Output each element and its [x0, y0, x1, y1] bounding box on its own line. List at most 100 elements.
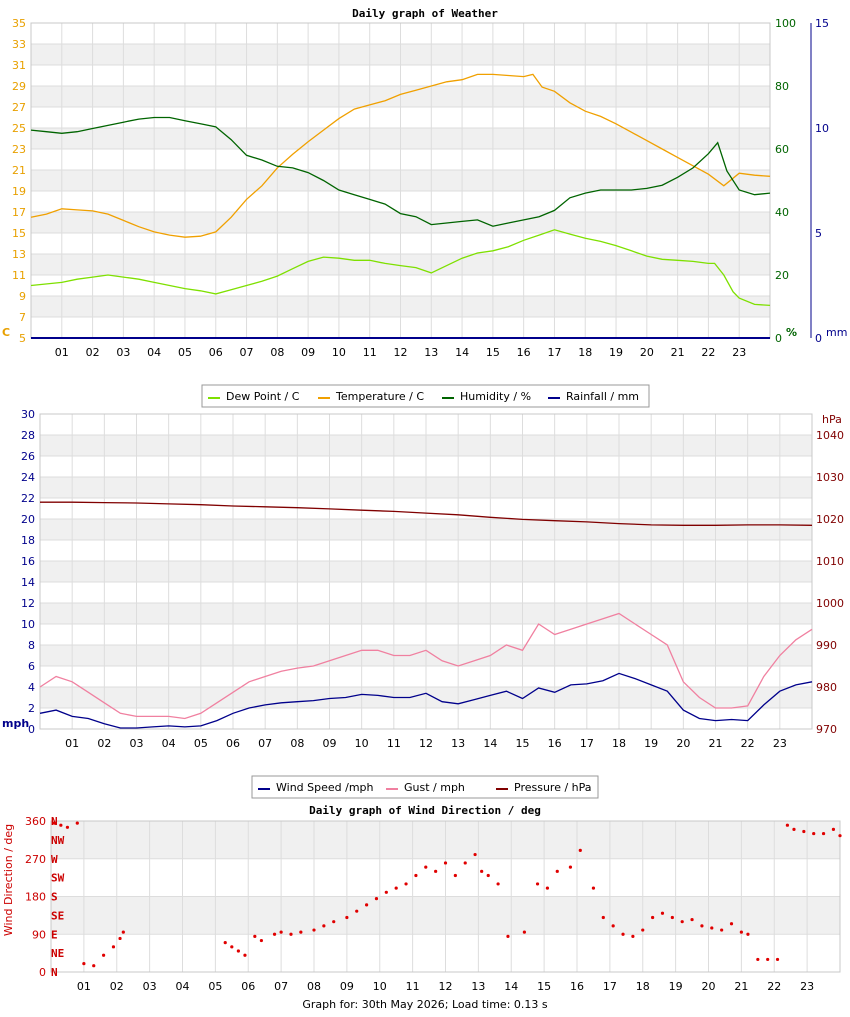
direction-point: [522, 930, 527, 934]
direction-point: [299, 930, 303, 934]
direction-point: [792, 827, 796, 831]
direction-point: [660, 911, 665, 915]
x-tick-label: 05: [178, 346, 192, 359]
direction-point: [424, 865, 428, 869]
x-tick-label: 06: [226, 737, 240, 750]
y-tick-label-left: 18: [21, 534, 35, 547]
direction-point: [121, 930, 125, 934]
direction-point: [82, 962, 86, 966]
legend-box: [201, 384, 650, 408]
legend-label: Gust / mph: [404, 781, 465, 794]
x-tick-label: 12: [439, 980, 453, 993]
weather-legend: Dew Point / C Temperature / C Humidity / %…: [201, 384, 650, 408]
direction-point: [279, 930, 283, 934]
x-tick-label: 10: [332, 346, 346, 359]
direction-point: [65, 825, 70, 829]
x-tick-label: 13: [451, 737, 465, 750]
y-axis-unit-humidity: %: [786, 326, 797, 339]
x-tick-label: 10: [355, 737, 369, 750]
y-axis-unit-left: C: [2, 326, 10, 339]
direction-point: [641, 928, 645, 932]
x-tick-label: 23: [800, 980, 814, 993]
y-tick-label-right-humidity: 80: [775, 80, 789, 93]
x-tick-label: 14: [483, 737, 497, 750]
direction-point: [651, 915, 655, 920]
footer-text: Graph for: 30th May 2026; Load time: 0.1…: [302, 998, 548, 1011]
x-tick-label: 19: [609, 346, 623, 359]
y-tick-label-left: 9: [19, 290, 26, 303]
x-tick-label: 03: [143, 980, 157, 993]
direction-point: [775, 957, 780, 962]
x-tick-label: 11: [363, 346, 377, 359]
direction-point: [821, 831, 826, 836]
y-tick-label-left: 30: [21, 408, 35, 421]
y-tick-label-left: 180: [25, 891, 46, 904]
legend-label: Temperature / C: [335, 390, 424, 403]
x-tick-label: 08: [290, 737, 304, 750]
direction-point: [700, 924, 704, 928]
y-tick-label-left: 16: [21, 555, 35, 568]
direction-point: [272, 932, 277, 936]
direction-point: [486, 873, 490, 878]
direction-point: [631, 934, 635, 938]
compass-label: W: [51, 853, 58, 866]
y-tick-label-left: 29: [12, 80, 26, 93]
direction-point: [480, 869, 484, 873]
direction-point: [312, 928, 316, 932]
y-tick-label-left: 7: [19, 311, 26, 324]
y-tick-label-left: 33: [12, 38, 26, 51]
y-tick-label-right-pressure: 990: [816, 639, 837, 652]
direction-point: [253, 934, 257, 938]
direction-point: [223, 941, 227, 945]
x-tick-label: 02: [97, 737, 111, 750]
y-tick-label-left: 19: [12, 185, 26, 198]
y-tick-label-left: 90: [32, 928, 46, 941]
x-tick-label: 20: [676, 737, 690, 750]
plot-frame: [50, 820, 841, 973]
x-tick-label: 17: [580, 737, 594, 750]
direction-point: [118, 936, 122, 941]
x-tick-label: 23: [732, 346, 746, 359]
y-tick-label-left: 2: [28, 702, 35, 715]
x-tick-label: 22: [767, 980, 781, 993]
direction-point: [746, 932, 750, 936]
x-tick-label: 13: [471, 980, 485, 993]
x-tick-label: 21: [734, 980, 748, 993]
direction-point: [443, 861, 448, 865]
direction-point: [374, 896, 379, 901]
y-tick-label-left: 31: [12, 59, 26, 72]
y-tick-label-right-humidity: 0: [775, 332, 782, 345]
direction-point: [230, 945, 234, 949]
direction-point: [414, 873, 418, 878]
y-tick-label-right-pressure: 1000: [816, 597, 844, 610]
x-tick-label: 08: [307, 980, 321, 993]
legend-label: Pressure / hPa: [514, 781, 592, 794]
legend-box: [251, 775, 599, 799]
direction-point: [568, 865, 573, 869]
x-tick-label: 19: [644, 737, 658, 750]
direction-point: [365, 903, 369, 907]
y-tick-label-right-pressure: 1030: [816, 471, 844, 484]
y-tick-label-left: 8: [28, 639, 35, 652]
x-tick-label: 03: [130, 737, 144, 750]
x-tick-label: 09: [323, 737, 337, 750]
y-tick-label-left: 14: [21, 576, 35, 589]
x-tick-label: 16: [548, 737, 562, 750]
y-tick-label-right-humidity: 60: [775, 143, 789, 156]
y-tick-label-left: 17: [12, 206, 26, 219]
series-line-pressure: [40, 501, 813, 526]
x-tick-label: 04: [162, 737, 176, 750]
y-axis-label: Wind Direction / deg: [2, 824, 15, 936]
x-tick-label: 17: [603, 980, 617, 993]
direction-point: [243, 953, 247, 957]
x-tick-label: 05: [208, 980, 222, 993]
compass-label: N: [51, 966, 58, 979]
y-tick-label-left: 4: [28, 681, 35, 694]
y-tick-label-right-humidity: 100: [775, 17, 796, 30]
x-tick-label: 22: [741, 737, 755, 750]
x-tick-label: 12: [394, 346, 408, 359]
y-tick-label-left: 11: [12, 269, 26, 282]
y-tick-label-right-humidity: 20: [775, 269, 789, 282]
y-tick-label-left: 27: [12, 101, 26, 114]
